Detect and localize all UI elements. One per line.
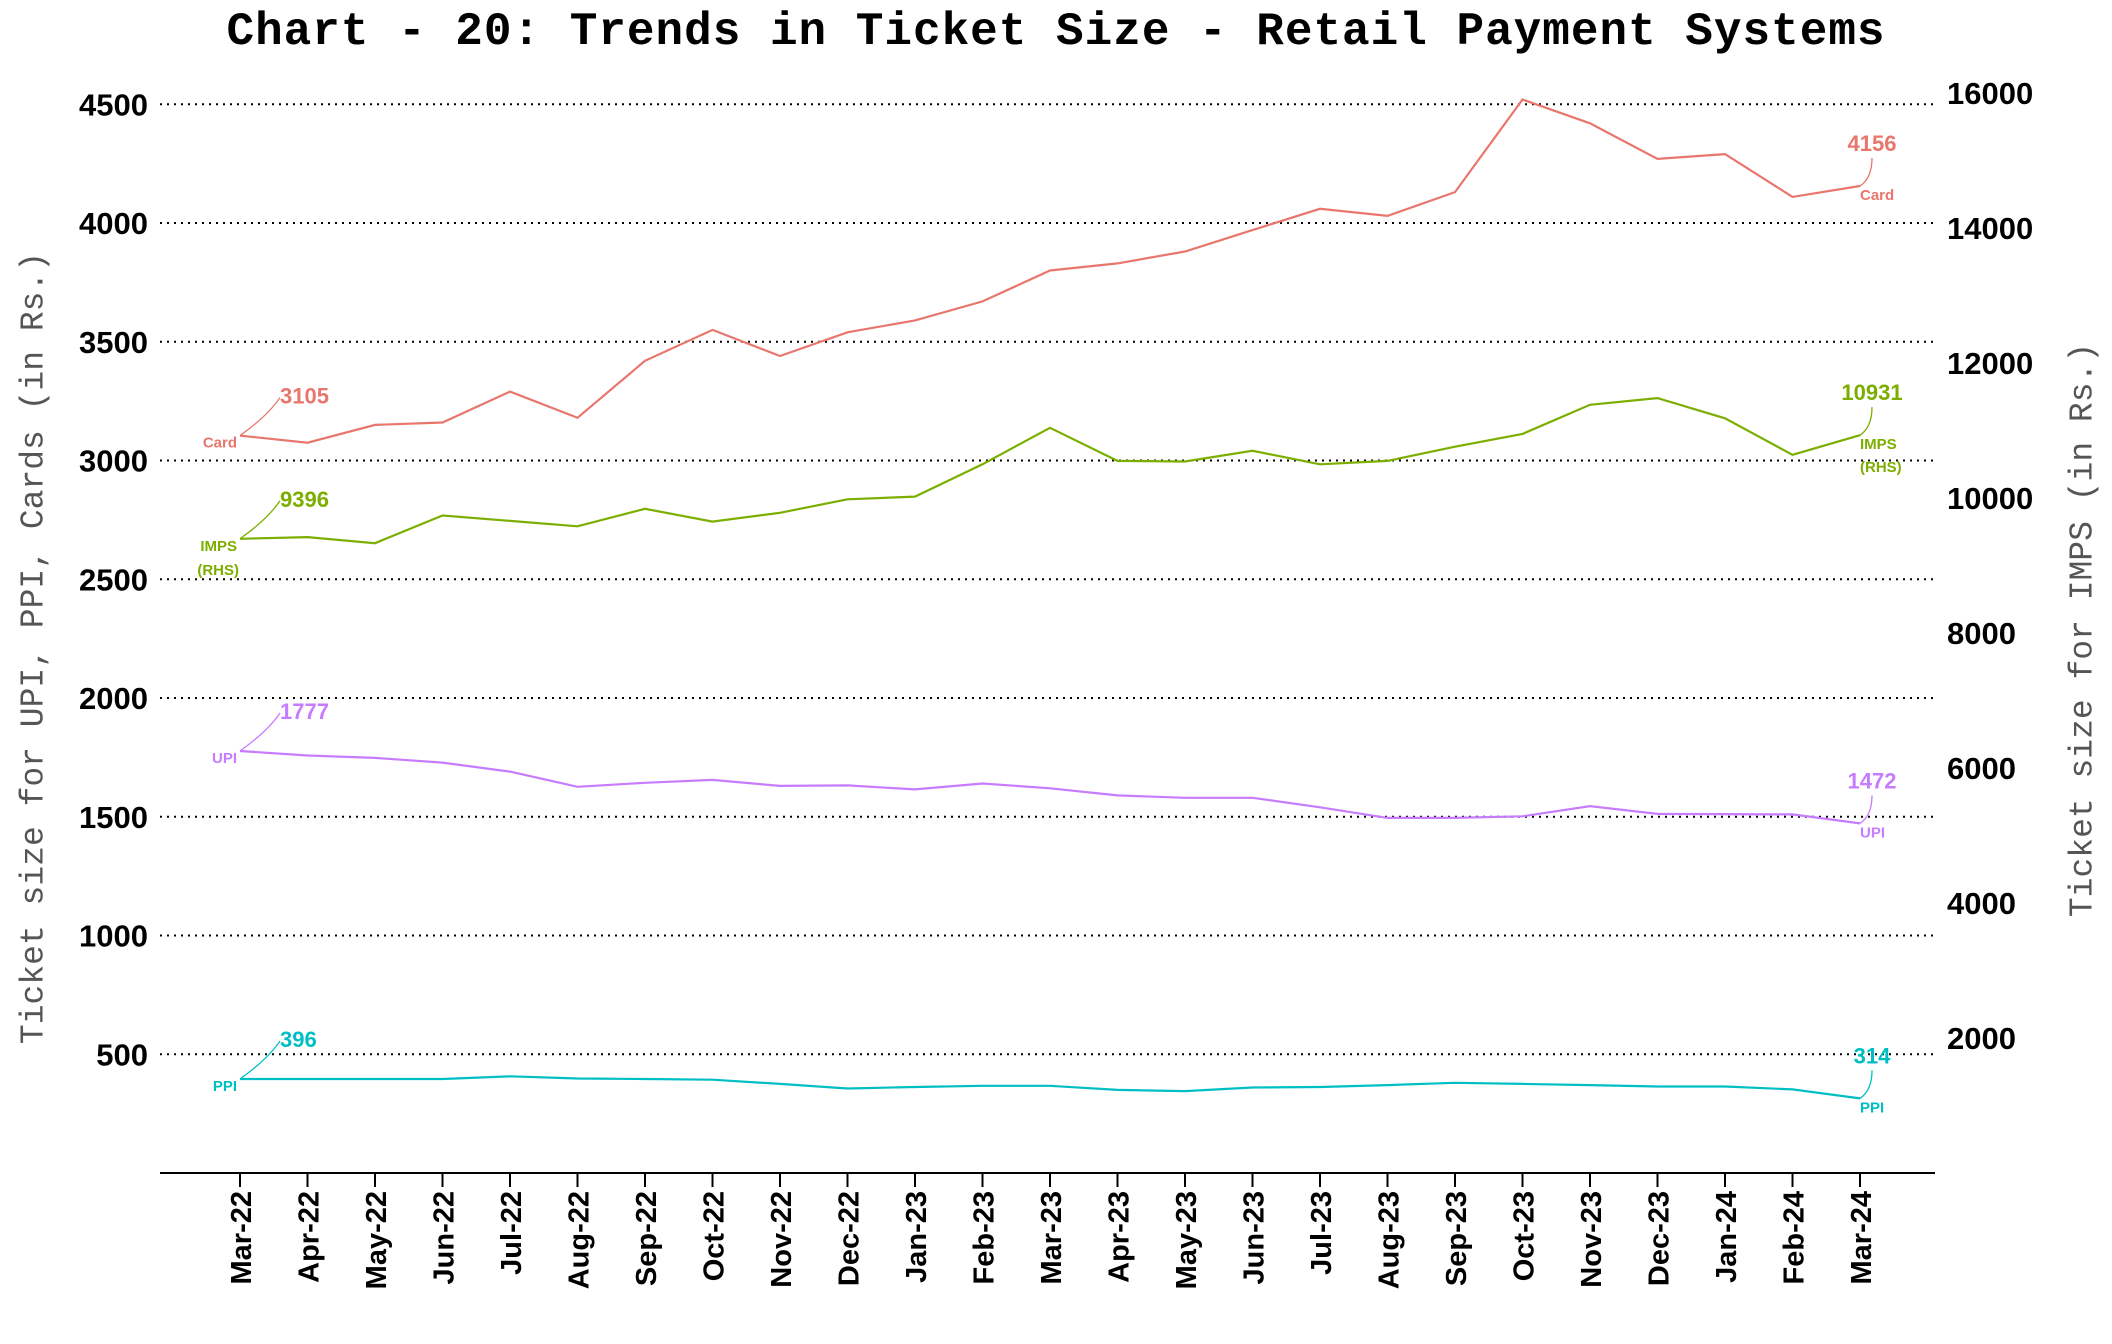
x-tick-label: Jan-23 [901,1191,933,1283]
end-leader-line [1859,795,1873,824]
end-value-label: 10931 [1841,380,1902,405]
x-tick-label: Mar-23 [1036,1191,1068,1285]
start-value-label: 396 [280,1027,317,1052]
series-line [239,98,1861,444]
y-left-tick-label: 3500 [79,325,148,360]
end-series-label-2: (RHS) [1860,459,1902,476]
x-tick-label: Aug-22 [564,1191,596,1289]
x-tick-label: Nov-23 [1576,1191,1608,1288]
y-right-tick-label: 14000 [1947,211,2033,246]
x-tick-label: Sep-23 [1441,1191,1473,1286]
x-tick-label: Dec-23 [1644,1191,1676,1286]
x-tick-label: Jun-22 [429,1191,461,1284]
x-tick-label: Aug-23 [1374,1191,1406,1289]
x-tick-label: Jan-24 [1711,1191,1743,1283]
x-tick-label: Feb-23 [969,1191,1001,1284]
y-right-tick-label: 4000 [1947,886,2016,921]
x-tick-label: Mar-24 [1846,1191,1878,1285]
end-value-label: 4156 [1848,131,1897,156]
chart-title: Chart - 20: Trends in Ticket Size - Reta… [226,6,1886,58]
series-line [240,1075,1861,1100]
x-tick-label: Mar-22 [226,1191,258,1285]
end-leader-line [1859,407,1873,436]
series-line [239,749,1861,825]
start-series-label: IMPS [200,538,237,555]
y-right-tick-label: 10000 [1947,481,2033,516]
x-tick-label: May-23 [1171,1191,1203,1289]
y-left-tick-label: 1000 [79,919,148,954]
end-series-label: PPI [1860,1099,1884,1116]
y-left-tick-label: 1500 [79,800,148,835]
y-left-tick-label: 2500 [79,562,148,597]
end-leader-line [1859,1070,1873,1099]
end-leader-line [1859,157,1873,187]
start-series-label: PPI [213,1078,237,1095]
end-series-label: Card [1860,187,1894,204]
start-value-label: 1777 [280,699,329,724]
start-leader-line [239,500,281,540]
start-series-label-2: (RHS) [197,562,239,579]
y-left-tick-label: 4500 [79,87,148,122]
y-left-tick-label: 500 [96,1037,148,1072]
start-series-label: UPI [212,750,237,767]
start-value-label: 3105 [280,384,329,409]
x-tick-label: Apr-23 [1104,1191,1136,1283]
x-tick-label: Jun-23 [1239,1191,1271,1284]
start-leader-line [239,712,281,752]
end-value-label: 1472 [1848,768,1897,793]
x-tick-label: Feb-24 [1779,1191,1811,1284]
start-value-label: 9396 [280,487,329,512]
x-tick-label: Dec-22 [834,1191,866,1286]
start-leader-line [239,397,281,437]
x-tick-label: Apr-22 [294,1191,326,1283]
start-leader-line [239,1040,281,1080]
y-left-tick-label: 4000 [79,206,148,241]
x-tick-label: Oct-22 [699,1191,731,1281]
x-tick-label: May-22 [361,1191,393,1289]
y-right-tick-label: 6000 [1947,751,2016,786]
x-tick-label: Nov-22 [766,1191,798,1288]
x-tick-label: Jul-23 [1306,1191,1338,1275]
y-right-tick-label: 8000 [1947,616,2016,651]
x-tick-label: Oct-23 [1509,1191,1541,1281]
y-right-tick-label: 2000 [1947,1021,2016,1056]
series-line [239,396,1861,545]
end-value-label: 314 [1854,1043,1891,1068]
y-right-tick-label: 12000 [1947,346,2033,381]
y-right-tick-label: 16000 [1947,76,2033,111]
x-tick-label: Jul-22 [496,1191,528,1275]
y-left-tick-label: 3000 [79,444,148,479]
start-series-label: Card [203,435,237,452]
end-series-label: UPI [1860,824,1885,841]
end-series-label: IMPS [1860,436,1897,453]
y-left-tick-label: 2000 [79,681,148,716]
x-tick-label: Sep-22 [631,1191,663,1286]
